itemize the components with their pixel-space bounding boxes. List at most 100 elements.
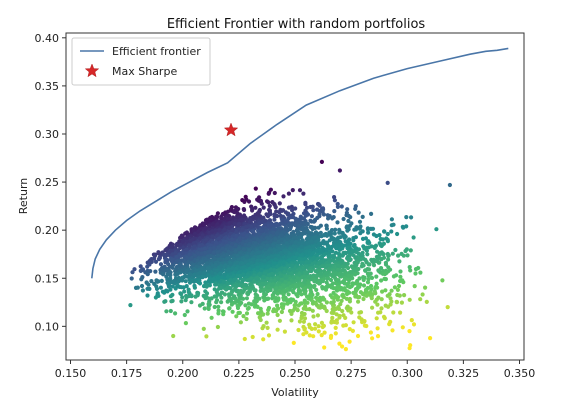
portfolio-point — [351, 267, 356, 272]
portfolio-point — [316, 305, 321, 310]
portfolio-point — [276, 239, 281, 244]
portfolio-point — [356, 210, 361, 215]
portfolio-point — [235, 254, 240, 259]
portfolio-point — [211, 250, 216, 255]
portfolio-point — [155, 291, 160, 296]
portfolio-point — [265, 288, 270, 294]
portfolio-point — [363, 289, 368, 294]
portfolio-point — [179, 234, 184, 239]
portfolio-point — [358, 231, 363, 236]
efficient-frontier-line — [91, 47, 509, 279]
portfolio-point — [365, 252, 370, 257]
portfolio-point — [302, 279, 307, 284]
portfolio-point — [330, 315, 335, 320]
portfolio-point — [291, 211, 296, 216]
portfolio-point — [302, 286, 307, 292]
portfolio-point — [241, 314, 246, 319]
portfolio-point — [408, 248, 413, 253]
portfolio-point — [259, 201, 264, 206]
portfolio-point — [260, 281, 265, 286]
portfolio-point — [313, 326, 318, 331]
portfolio-point — [351, 320, 356, 325]
portfolio-point — [278, 273, 283, 278]
portfolio-point — [257, 271, 262, 276]
portfolio-point — [261, 205, 266, 210]
portfolio-point — [170, 244, 175, 249]
portfolio-point — [339, 298, 344, 303]
portfolio-point — [214, 214, 219, 219]
portfolio-point — [289, 271, 294, 276]
portfolio-point — [288, 284, 293, 290]
portfolio-point — [185, 309, 190, 314]
portfolio-point — [261, 215, 266, 220]
portfolio-point — [162, 268, 167, 274]
portfolio-point — [340, 279, 345, 285]
portfolio-point — [207, 249, 212, 254]
portfolio-point — [282, 270, 287, 275]
portfolio-point — [353, 245, 358, 251]
portfolio-point — [213, 282, 218, 287]
portfolio-point — [273, 205, 278, 210]
portfolio-point — [386, 257, 391, 262]
max-sharpe-layer — [223, 122, 239, 137]
portfolio-point — [314, 274, 319, 279]
portfolio-point — [326, 216, 331, 221]
portfolio-point — [219, 300, 224, 305]
portfolio-point — [316, 242, 321, 247]
portfolio-point — [178, 242, 183, 247]
portfolio-point — [395, 231, 400, 237]
portfolio-point — [301, 266, 306, 271]
portfolio-point — [199, 267, 205, 272]
portfolio-point — [265, 214, 271, 219]
portfolio-point — [253, 276, 259, 281]
portfolio-point — [255, 211, 261, 216]
portfolio-point — [315, 207, 320, 212]
portfolio-point — [347, 339, 352, 344]
portfolio-point — [251, 215, 256, 220]
portfolio-point — [163, 248, 168, 253]
portfolio-point — [409, 318, 414, 323]
portfolio-point — [188, 272, 193, 277]
portfolio-point — [290, 263, 295, 268]
portfolio-point — [368, 226, 373, 231]
portfolio-point — [353, 206, 358, 211]
portfolio-point — [274, 296, 279, 301]
portfolio-point — [375, 334, 381, 339]
portfolio-point — [236, 310, 241, 316]
portfolio-point — [223, 210, 228, 215]
portfolio-point — [440, 278, 445, 283]
portfolio-point — [341, 216, 346, 222]
portfolio-point — [220, 309, 226, 314]
x-tick-label: 0.275 — [335, 367, 367, 380]
portfolio-point — [374, 316, 379, 321]
portfolio-point — [229, 291, 234, 296]
portfolio-point — [261, 324, 266, 329]
portfolio-point — [368, 290, 373, 296]
portfolio-point — [129, 276, 134, 281]
portfolio-point — [353, 294, 358, 299]
portfolio-point — [139, 277, 144, 282]
portfolio-point — [351, 236, 356, 241]
portfolio-point — [234, 266, 239, 271]
portfolio-point — [295, 231, 300, 236]
portfolio-point — [318, 248, 323, 253]
portfolio-point — [173, 272, 178, 277]
portfolio-point — [333, 227, 338, 232]
portfolio-point — [246, 199, 252, 204]
portfolio-point — [230, 228, 235, 233]
portfolio-point — [327, 230, 332, 235]
portfolio-point — [201, 274, 206, 279]
portfolio-point — [281, 283, 287, 288]
portfolio-point — [397, 293, 402, 298]
portfolio-point — [286, 205, 292, 210]
portfolio-point — [184, 230, 189, 235]
portfolio-point — [307, 268, 312, 273]
portfolio-point — [345, 304, 350, 309]
portfolio-point — [274, 223, 279, 228]
portfolio-point — [233, 249, 238, 254]
portfolio-point — [353, 272, 358, 277]
portfolio-point — [278, 213, 283, 219]
portfolio-point — [360, 291, 365, 297]
portfolio-point — [240, 261, 245, 266]
portfolio-point — [321, 239, 326, 244]
